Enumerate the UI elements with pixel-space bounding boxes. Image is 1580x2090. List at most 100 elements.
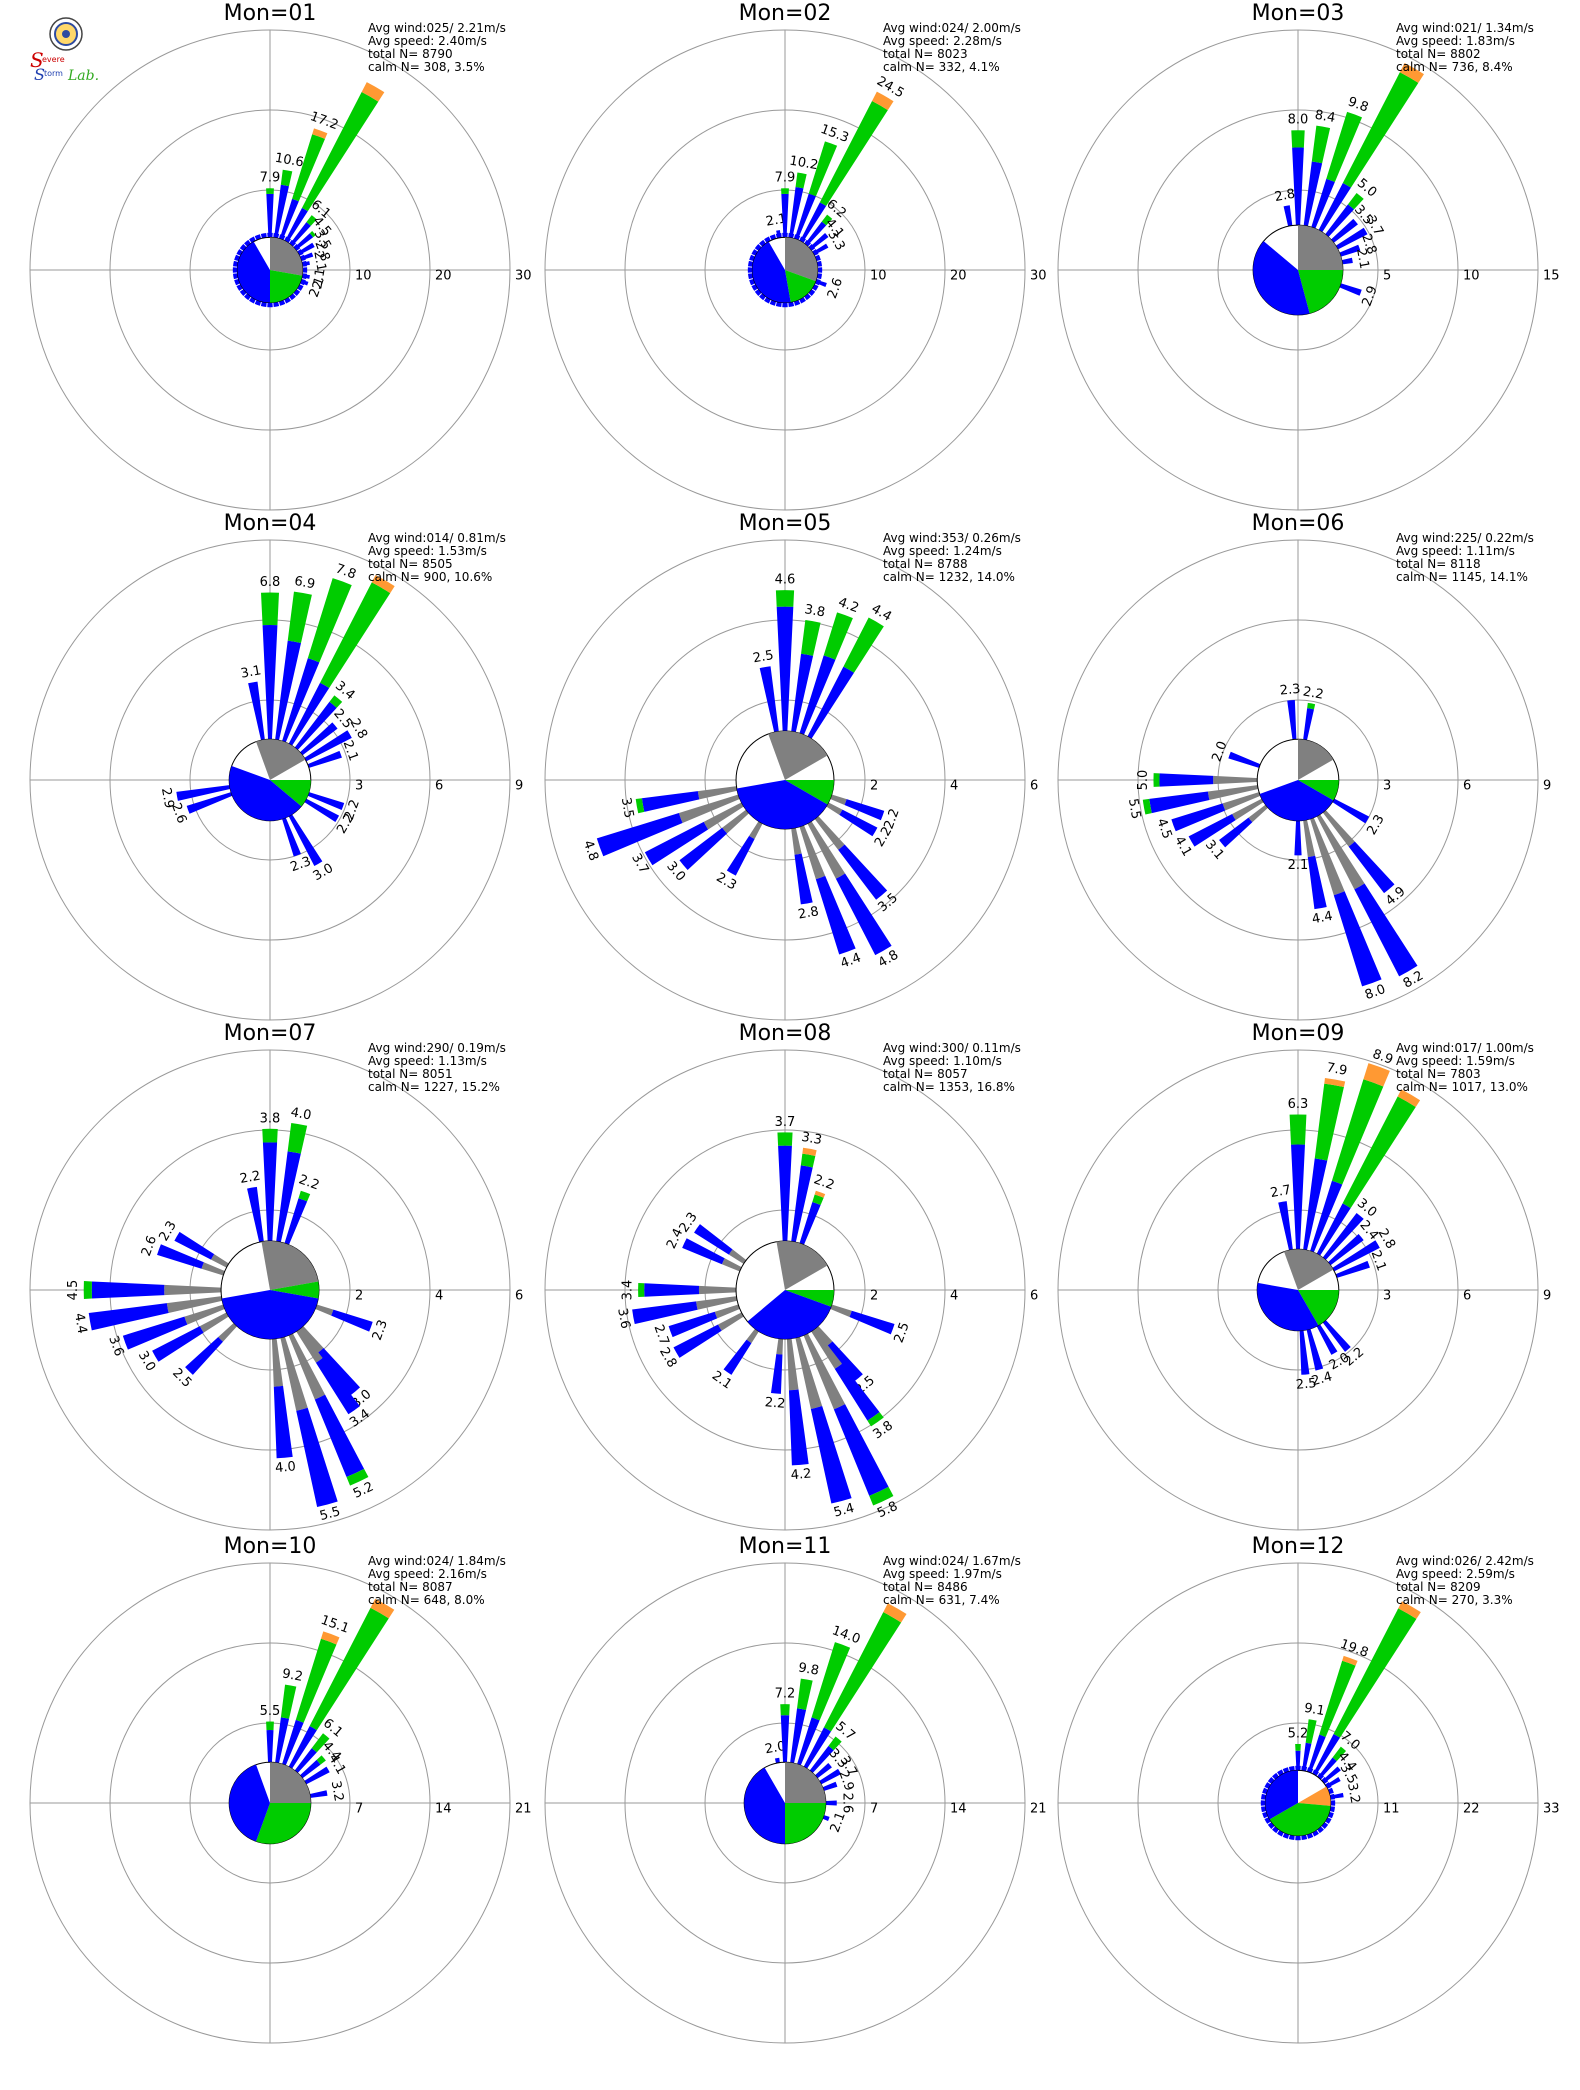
calm-pie-slice: [270, 270, 303, 303]
avg-speed-text: Avg speed: 1.11m/s: [1396, 544, 1515, 558]
bar-value-label: 2.1: [307, 275, 328, 300]
chart-title: Mon=09: [1252, 1021, 1345, 1046]
chart-title: Mon=10: [224, 1534, 317, 1559]
bar-segment: [1295, 1743, 1301, 1751]
bar-value-label: 4.4: [1311, 909, 1334, 927]
bar-value-label: 7.9: [260, 171, 281, 186]
ring-tick-label: 14: [950, 1802, 967, 1817]
svg-text:S: S: [30, 48, 44, 72]
bar-value-label: 2.5: [892, 1320, 913, 1345]
avg-wind-text: Avg wind:024/ 1.67m/s: [883, 1554, 1021, 1568]
ring-tick-label: 6: [1030, 1289, 1038, 1304]
bar-segment: [262, 624, 278, 755]
bar-value-label: 4.5: [1153, 816, 1174, 841]
bar-value-label: 3.3: [800, 1130, 823, 1148]
bar-segment: [309, 231, 316, 238]
bar-segment: [828, 1736, 842, 1751]
bar-value-label: 2.9: [835, 1769, 856, 1794]
bar-value-label: 5.0: [1136, 770, 1151, 791]
ring-tick-label: 2: [355, 1289, 363, 1304]
bar-segment: [792, 655, 836, 757]
bar-segment: [1149, 791, 1210, 814]
bar-segment: [281, 207, 308, 249]
calm-pie-slice: [1259, 780, 1334, 821]
bar-segment: [872, 91, 894, 111]
bar-segment: [1307, 702, 1316, 710]
bar-segment: [838, 844, 888, 900]
bar-value-label: 3.7: [775, 1115, 796, 1130]
ring-tick-label: 10: [355, 269, 372, 284]
bar-value-label: 2.8: [1273, 187, 1296, 205]
calm-pie-slice: [785, 780, 834, 805]
bar-segment: [1314, 1083, 1344, 1161]
svg-text:torm: torm: [44, 69, 63, 78]
ring-tick-label: 2: [870, 1289, 878, 1304]
bar-value-label: 2.3: [1279, 682, 1301, 699]
ring-tick-label: 6: [515, 1289, 523, 1304]
chart-title: Mon=03: [1252, 1, 1345, 26]
bar-segment: [331, 1309, 373, 1332]
bar-segment: [788, 187, 804, 246]
avg-wind-text: Avg wind:026/ 2.42m/s: [1396, 1554, 1534, 1568]
avg-speed-text: Avg speed: 1.24m/s: [883, 544, 1002, 558]
ring-tick-label: 10: [1463, 269, 1480, 284]
bar-segment: [810, 1406, 852, 1504]
bar-segment: [1397, 1089, 1421, 1107]
bar-segment: [827, 1341, 863, 1382]
total-n-text: total N= 8788: [883, 557, 968, 571]
calm-n-text: calm N= 1353, 16.8%: [883, 1080, 1015, 1094]
bar-value-label: 4.2: [836, 595, 861, 616]
ring-tick-label: 20: [950, 269, 967, 284]
bar-segment: [262, 1142, 278, 1265]
bar-segment: [801, 620, 821, 656]
svg-text:Lab.: Lab.: [67, 68, 99, 84]
bar-segment: [679, 827, 728, 871]
bar-segment: [281, 682, 330, 759]
bar-segment: [1326, 111, 1363, 183]
avg-speed-text: Avg speed: 1.59m/s: [1396, 1054, 1515, 1068]
bar-segment: [1219, 817, 1253, 848]
calm-pie-slice: [744, 1767, 785, 1844]
bar-value-label: 2.6: [839, 1793, 854, 1814]
bar-value-label: 10.2: [788, 154, 819, 174]
bar-value-label: 15.3: [818, 122, 850, 146]
bar-segment: [1292, 147, 1304, 245]
bar-value-label: 2.8: [1358, 232, 1379, 257]
bar-value-label: 5.2: [1288, 1726, 1309, 1741]
bar-segment: [1289, 1114, 1307, 1145]
severe-storm-lab-logo: S evere S torm Lab.: [28, 14, 118, 84]
avg-speed-text: Avg speed: 1.53m/s: [368, 544, 487, 558]
total-n-text: total N= 8486: [883, 1580, 968, 1594]
bar-segment: [668, 1311, 718, 1338]
bar-segment: [1301, 161, 1323, 246]
avg-speed-text: Avg speed: 1.10m/s: [883, 1054, 1002, 1068]
calm-n-text: calm N= 1232, 14.0%: [883, 570, 1015, 584]
bar-segment: [800, 1153, 816, 1168]
bar-segment: [1291, 130, 1305, 148]
bar-segment: [316, 1755, 326, 1765]
bar-segment: [248, 681, 267, 756]
bar-value-label: 2.8: [797, 904, 820, 922]
bar-segment: [1324, 1077, 1346, 1088]
bar-value-label: 4.5: [66, 1280, 81, 1301]
bar-segment: [790, 1314, 823, 1410]
calm-pie-slice: [229, 766, 302, 821]
bar-segment: [1305, 1180, 1343, 1267]
bar-segment: [277, 658, 320, 757]
bar-value-label: 9.8: [1346, 94, 1371, 115]
bar-segment: [311, 1733, 330, 1753]
bar-segment: [176, 783, 246, 801]
ring-tick-label: 14: [435, 1802, 452, 1817]
bar-value-label: 2.8: [311, 239, 332, 264]
bar-segment: [1301, 1742, 1312, 1779]
ring-tick-label: 4: [950, 1289, 958, 1304]
bar-segment: [1171, 803, 1226, 832]
bar-segment: [794, 1312, 846, 1410]
bar-segment: [802, 1147, 817, 1156]
bar-segment: [1363, 1063, 1390, 1087]
bar-segment: [723, 1339, 752, 1375]
calm-pie-slice: [752, 241, 791, 303]
bar-value-label: 2.2: [1302, 684, 1325, 702]
calm-pie-slice: [768, 731, 828, 780]
bar-segment: [632, 1301, 698, 1325]
